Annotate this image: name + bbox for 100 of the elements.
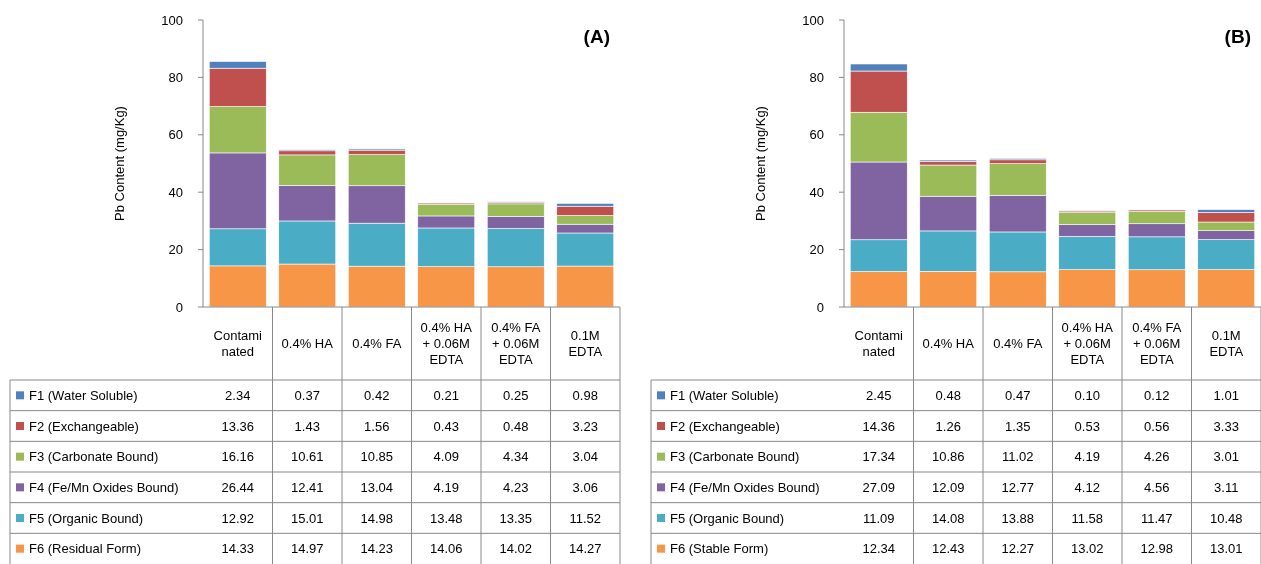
data-label: 13.02 — [1070, 541, 1104, 557]
data-label: 17.34 — [862, 449, 896, 465]
y-tick-label: 20 — [809, 242, 824, 258]
data-label: 4.19 — [1074, 449, 1100, 465]
data-label: 13.35 — [499, 510, 533, 526]
data-label: 27.09 — [862, 479, 896, 495]
x-tick-label: Contaminated — [854, 328, 904, 360]
y-tick-label: 40 — [809, 184, 824, 200]
data-label: 11.47 — [1140, 510, 1173, 526]
y-tick-label: 60 — [809, 127, 824, 143]
data-label: 2.34 — [225, 387, 251, 403]
x-tick-label: 0.1M EDTA — [568, 328, 603, 360]
x-tick-label: Contaminated — [213, 328, 263, 360]
data-label: 13.36 — [221, 418, 255, 434]
data-label: 3.04 — [572, 449, 598, 465]
data-label: 13.88 — [1001, 510, 1035, 526]
data-label: 11.02 — [1001, 449, 1034, 465]
data-label: 10.61 — [290, 449, 324, 465]
data-label: 14.36 — [862, 418, 896, 434]
data-label: 16.16 — [221, 449, 255, 465]
data-label: 12.98 — [1140, 541, 1174, 557]
data-label: 3.33 — [1213, 418, 1239, 434]
data-label: 4.56 — [1144, 479, 1170, 495]
legend-label: F4 (Fe/Mn Oxides Bound) — [670, 479, 820, 495]
legend-label: F5 (Organic Bound) — [670, 510, 785, 526]
x-tick-label: 0.4% FA + 0.06M EDTA — [1132, 320, 1182, 368]
data-label: 12.92 — [221, 510, 255, 526]
data-label: 10.48 — [1209, 510, 1243, 526]
data-label: 11.52 — [569, 510, 602, 526]
data-label: 11.58 — [1071, 510, 1104, 526]
data-label: 0.21 — [433, 387, 459, 403]
data-label: 12.41 — [290, 479, 324, 495]
legend-label: F1 (Water Soluble) — [670, 387, 779, 403]
data-label: 1.35 — [1005, 418, 1031, 434]
legend-label: F2 (Exchangeable) — [29, 418, 139, 434]
data-label: 0.12 — [1144, 387, 1170, 403]
data-label: 2.45 — [866, 387, 892, 403]
data-label: 14.33 — [221, 541, 255, 557]
data-label: 4.26 — [1144, 449, 1170, 465]
data-label: 0.37 — [294, 387, 320, 403]
data-label: 10.86 — [931, 449, 965, 465]
y-tick-label: 40 — [168, 184, 183, 200]
data-label: 14.97 — [290, 541, 324, 557]
data-label: 0.48 — [503, 418, 529, 434]
y-tick-label: 100 — [161, 12, 183, 28]
data-label: 0.43 — [433, 418, 459, 434]
data-label: 1.26 — [935, 418, 961, 434]
data-label: 4.19 — [433, 479, 459, 495]
chart-title: (B) — [1224, 26, 1251, 47]
data-label: 3.11 — [1214, 479, 1239, 495]
data-label: 3.01 — [1213, 449, 1239, 465]
x-tick-label: 0.1M EDTA — [1209, 328, 1244, 360]
data-label: 0.98 — [572, 387, 598, 403]
legend-label: F4 (Fe/Mn Oxides Bound) — [29, 479, 179, 495]
data-label: 14.02 — [499, 541, 533, 557]
data-label: 12.27 — [1001, 541, 1035, 557]
data-label: 0.10 — [1074, 387, 1100, 403]
x-tick-label: 0.4% HA — [281, 336, 334, 352]
data-label: 14.08 — [931, 510, 965, 526]
data-label: 4.34 — [503, 449, 529, 465]
data-label: 4.12 — [1074, 479, 1100, 495]
x-tick-label: 0.4% FA — [993, 336, 1043, 352]
data-label: 0.47 — [1005, 387, 1031, 403]
data-label: 10.85 — [360, 449, 394, 465]
data-label: 0.56 — [1144, 418, 1170, 434]
data-label: 26.44 — [221, 479, 255, 495]
data-label: 14.06 — [429, 541, 463, 557]
legend-label: F3 (Carbonate Bound) — [670, 449, 800, 465]
y-tick-label: 80 — [168, 69, 183, 85]
data-label: 0.25 — [503, 387, 529, 403]
legend-label: F6 (Stable Form) — [670, 541, 769, 557]
data-label: 3.06 — [572, 479, 598, 495]
data-label: 14.23 — [360, 541, 394, 557]
y-tick-label: 60 — [168, 127, 183, 143]
y-tick-label: 80 — [809, 69, 824, 85]
data-label: 15.01 — [290, 510, 324, 526]
data-label: 13.48 — [429, 510, 463, 526]
x-tick-label: 0.4% HA + 0.06M EDTA — [420, 320, 473, 368]
y-axis-title: Pb Content (mg/Kg) — [753, 106, 768, 221]
y-axis-title: Pb Content (mg/Kg) — [112, 106, 127, 221]
data-label: 0.42 — [364, 387, 390, 403]
data-label: 11.09 — [862, 510, 895, 526]
legend-label: F1 (Water Soluble) — [29, 387, 138, 403]
data-label: 1.43 — [294, 418, 320, 434]
y-tick-label: 0 — [816, 299, 824, 315]
data-label: 1.56 — [364, 418, 390, 434]
data-label: 12.43 — [931, 541, 965, 557]
data-label: 4.23 — [503, 479, 529, 495]
chart-title: (A) — [583, 26, 610, 47]
data-label: 12.77 — [1001, 479, 1035, 495]
y-tick-label: 20 — [168, 242, 183, 258]
legend-label: F6 (Residual Form) — [29, 541, 141, 557]
data-label: 1.01 — [1213, 387, 1239, 403]
x-tick-label: 0.4% HA — [922, 336, 975, 352]
x-tick-label: 0.4% FA + 0.06M EDTA — [491, 320, 541, 368]
x-tick-label: 0.4% HA + 0.06M EDTA — [1061, 320, 1114, 368]
legend-label: F2 (Exchangeable) — [670, 418, 780, 434]
data-label: 12.34 — [862, 541, 896, 557]
data-label: 13.04 — [360, 479, 394, 495]
y-tick-label: 0 — [175, 299, 183, 315]
